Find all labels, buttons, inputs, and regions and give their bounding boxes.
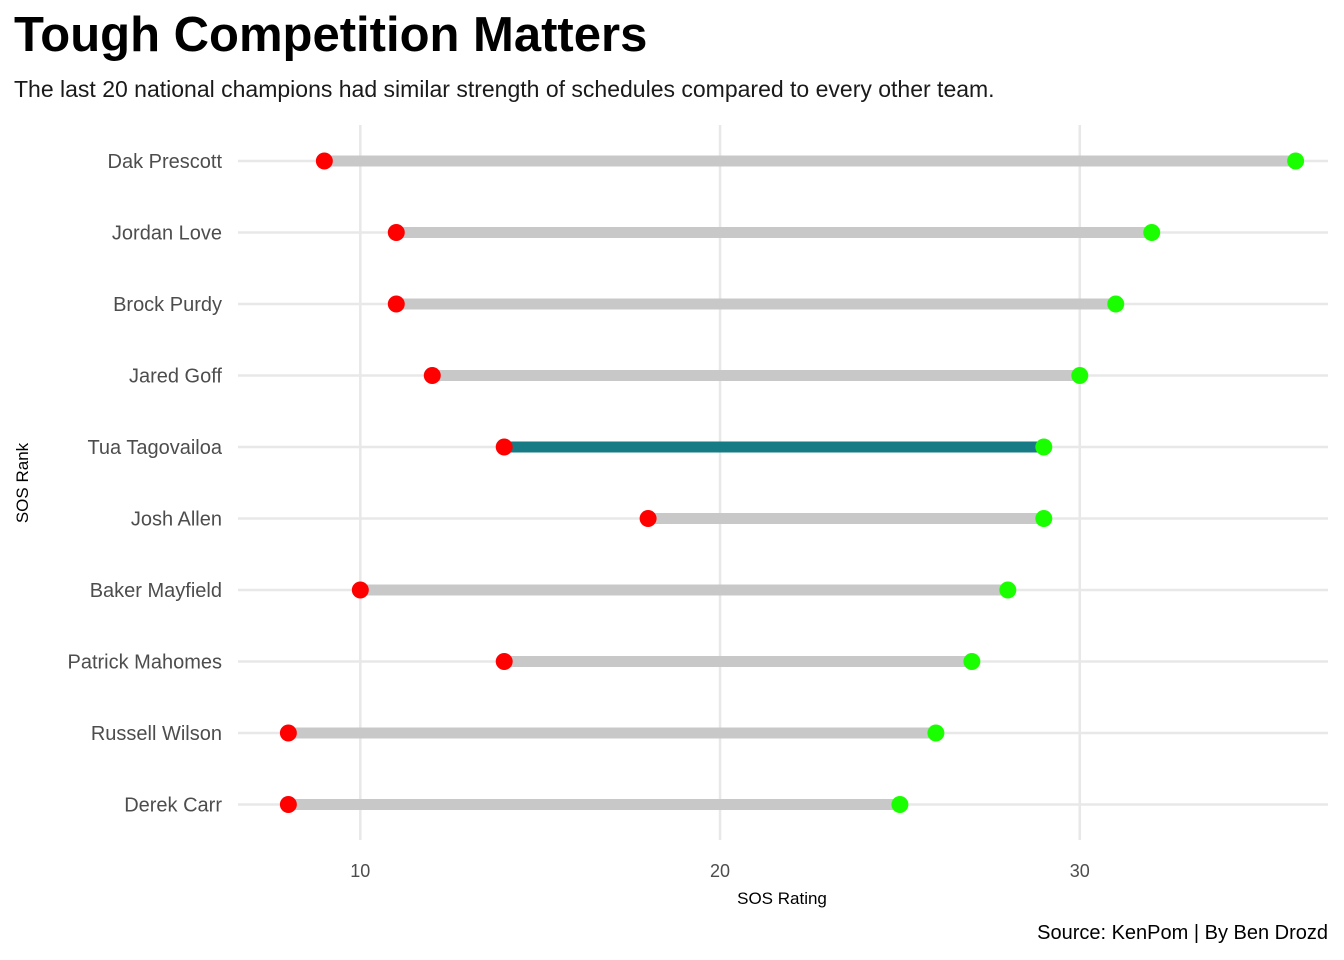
low-point	[279, 724, 297, 742]
high-point	[1143, 224, 1161, 241]
x-tick-label: 20	[710, 861, 730, 881]
low-point	[387, 295, 405, 313]
y-tick-label: Jordan Love	[112, 223, 222, 245]
x-tick-labels: 10 20 30	[350, 861, 1090, 881]
y-tick-labels: Dak Prescott Jordan Love Brock Purdy Jared …	[68, 151, 223, 817]
points	[279, 152, 1305, 813]
y-gridlines	[238, 159, 1328, 806]
low-point	[279, 796, 297, 813]
high-point	[1071, 367, 1089, 384]
high-point	[1035, 438, 1053, 456]
segments	[288, 155, 1296, 810]
chart-subtitle: The last 20 national champions had simil…	[14, 76, 995, 102]
low-point	[315, 152, 333, 170]
y-tick-label: Jared Goff	[129, 366, 222, 388]
y-tick-label: Russell Wilson	[91, 723, 222, 745]
high-point	[927, 724, 945, 742]
chart-title: Tough Competition Matters	[14, 8, 648, 62]
high-point	[963, 653, 981, 670]
low-point	[495, 438, 513, 456]
y-tick-label: Tua Tagovailoa	[87, 437, 222, 459]
low-point	[423, 367, 441, 384]
low-point	[495, 653, 513, 670]
high-point	[1035, 510, 1053, 527]
y-axis-label: SOS Rank	[13, 442, 32, 523]
y-tick-label: Brock Purdy	[113, 294, 222, 316]
high-point	[1107, 295, 1125, 313]
low-point	[351, 581, 369, 599]
y-tick-label: Josh Allen	[131, 509, 222, 531]
y-tick-label: Baker Mayfield	[90, 580, 222, 602]
y-tick-label: Dak Prescott	[108, 151, 223, 173]
y-tick-label: Patrick Mahomes	[68, 652, 223, 674]
high-point	[891, 796, 909, 813]
low-point	[639, 510, 657, 527]
x-gridlines	[359, 125, 1082, 840]
y-tick-label: Derek Carr	[124, 795, 222, 817]
x-tick-label: 10	[350, 861, 370, 881]
x-axis-label: SOS Rating	[737, 889, 827, 908]
x-tick-label: 30	[1070, 861, 1090, 881]
high-point	[999, 581, 1017, 599]
low-point	[387, 224, 405, 241]
chart-caption: Source: KenPom | By Ben Drozd	[1037, 922, 1328, 944]
high-point	[1287, 152, 1305, 170]
